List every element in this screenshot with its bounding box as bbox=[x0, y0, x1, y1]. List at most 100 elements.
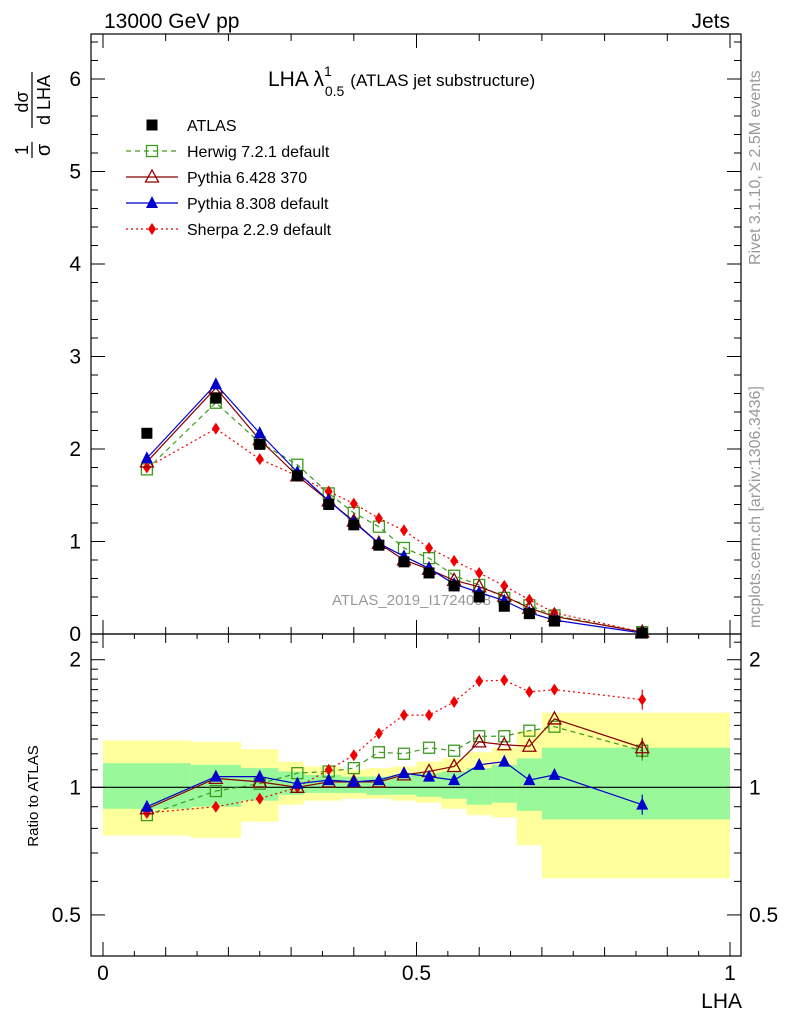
top-panel: 0 1 2 3 4 5 6 bbox=[69, 33, 742, 646]
y-tick-label: 6 bbox=[69, 68, 81, 91]
ratio-data-point bbox=[425, 709, 434, 722]
y-tick-label: 0 bbox=[69, 623, 81, 646]
ratio-data-point bbox=[498, 754, 511, 767]
ratio-y-tick-label-right: 0.5 bbox=[749, 904, 778, 927]
ratio-y-tick-label: 1 bbox=[69, 776, 81, 799]
ratio-data-point bbox=[399, 709, 408, 722]
data-point bbox=[398, 556, 410, 568]
x-axis-label: LHA bbox=[701, 990, 742, 1013]
data-point bbox=[548, 615, 560, 627]
data-point bbox=[523, 608, 535, 620]
data-point bbox=[324, 485, 333, 498]
title-suffix: (ATLAS jet substructure) bbox=[350, 71, 535, 90]
ratio-data-point bbox=[546, 710, 563, 725]
series-atlas bbox=[141, 392, 648, 639]
x-tick-label: 0.5 bbox=[402, 962, 431, 985]
header-left: 13000 GeV pp bbox=[104, 10, 239, 33]
y-tick-label: 2 bbox=[69, 438, 81, 461]
band-inner bbox=[303, 774, 342, 793]
title-sub: 0.5 bbox=[325, 83, 345, 99]
legend-marker bbox=[148, 223, 156, 235]
ratio-data-point bbox=[550, 683, 559, 696]
bottom-panel: 0.5 0.5 1 1 2 2 0 0.5 1 bbox=[52, 633, 778, 985]
ratio-data-point bbox=[636, 797, 649, 810]
ratio-data-point bbox=[347, 774, 360, 787]
ratio-data-point bbox=[447, 744, 461, 757]
y-label-num1: 1 bbox=[12, 145, 32, 155]
legend-item: Pythia 8.308 default bbox=[126, 196, 329, 213]
data-point bbox=[255, 453, 264, 466]
ratio-data-point bbox=[372, 746, 386, 759]
data-point bbox=[140, 451, 153, 464]
title-sup: 1 bbox=[324, 63, 332, 79]
series-line bbox=[146, 401, 643, 633]
series-line bbox=[146, 427, 643, 633]
ratio-data-point bbox=[291, 776, 304, 789]
ratio-data-point bbox=[255, 792, 264, 805]
side-text-rivet: Rivet 3.1.10, ≥ 2.5M events bbox=[747, 70, 764, 265]
band-inner bbox=[566, 747, 730, 820]
bottom-y-axis-label: Ratio to ATLAS bbox=[25, 745, 42, 846]
data-point bbox=[210, 392, 222, 404]
data-point bbox=[209, 377, 222, 390]
y-tick-label: 1 bbox=[69, 531, 81, 554]
y-label-den2: d LHA bbox=[34, 75, 54, 125]
data-point bbox=[323, 499, 335, 510]
data-point bbox=[636, 627, 648, 639]
ratio-series-line bbox=[146, 679, 643, 814]
y-label-fraction: 1 σ dσ d LHA bbox=[12, 72, 55, 158]
legend-item: Sherpa 2.2.9 default bbox=[126, 222, 332, 239]
title-main: LHA λ bbox=[268, 68, 325, 91]
ratio-y-tick-label-right: 2 bbox=[749, 649, 761, 672]
data-point bbox=[473, 591, 485, 603]
ratio-series-pythia-8-308-default bbox=[140, 754, 649, 815]
ratio-data-point bbox=[448, 773, 461, 786]
x-tick-label: 0 bbox=[97, 962, 109, 985]
ratio-data-point bbox=[397, 766, 410, 779]
ratio-data-point bbox=[475, 675, 484, 688]
ratio-y-tick-label-right: 1 bbox=[749, 776, 761, 799]
ratio-y-tick-label: 2 bbox=[69, 649, 81, 672]
data-point bbox=[141, 427, 153, 439]
x-tick-label: 1 bbox=[724, 962, 736, 985]
legend-label: ATLAS bbox=[187, 118, 237, 135]
legend-label: Sherpa 2.2.9 default bbox=[187, 222, 332, 239]
legend: ATLAS Herwig 7.2.1 default Pythia 6.428 37… bbox=[126, 118, 332, 239]
svg-text:LHA λ10.5(ATLAS jet substructu: LHA λ1 0.5 (ATLAS jet substructure) bbox=[268, 63, 535, 99]
y-tick-label: 5 bbox=[69, 161, 81, 184]
legend-marker bbox=[146, 196, 158, 208]
band-inner bbox=[541, 747, 567, 820]
plot-title: LHA λ1 0.5 (ATLAS jet substructure) bbox=[268, 63, 535, 99]
data-point bbox=[373, 539, 385, 551]
ratio-data-point bbox=[322, 773, 335, 786]
ratio-data-point bbox=[140, 799, 153, 812]
data-point bbox=[349, 497, 358, 510]
y-tick-label: 4 bbox=[69, 253, 81, 276]
data-point bbox=[374, 512, 383, 525]
data-point bbox=[254, 438, 266, 450]
ratio-data-point bbox=[349, 749, 358, 762]
ratio-data-point bbox=[523, 724, 536, 737]
band-inner bbox=[491, 764, 517, 803]
data-point bbox=[399, 524, 408, 537]
ratio-data-point bbox=[450, 695, 459, 708]
ratio-data-point bbox=[253, 769, 266, 782]
y-label-den1: σ bbox=[33, 143, 55, 156]
ratio-data-point bbox=[498, 730, 511, 743]
data-point bbox=[211, 422, 220, 435]
ratio-data-point bbox=[423, 769, 436, 782]
data-point bbox=[425, 541, 434, 554]
header-right: Jets bbox=[691, 10, 730, 33]
data-point bbox=[498, 600, 510, 612]
legend-label: Pythia 8.308 default bbox=[187, 196, 329, 213]
ratio-data-point bbox=[521, 737, 537, 752]
legend-label: Pythia 6.428 370 bbox=[187, 170, 307, 187]
data-point bbox=[348, 519, 360, 531]
ratio-data-point bbox=[473, 757, 486, 770]
y-axis-fraction-label: 1 σ dσ d LHA bbox=[12, 72, 55, 158]
ratio-data-point bbox=[634, 739, 650, 754]
ratio-data-point bbox=[209, 784, 223, 798]
data-point bbox=[291, 470, 303, 482]
ratio-data-point bbox=[211, 800, 220, 813]
ratio-data-point bbox=[525, 685, 534, 698]
